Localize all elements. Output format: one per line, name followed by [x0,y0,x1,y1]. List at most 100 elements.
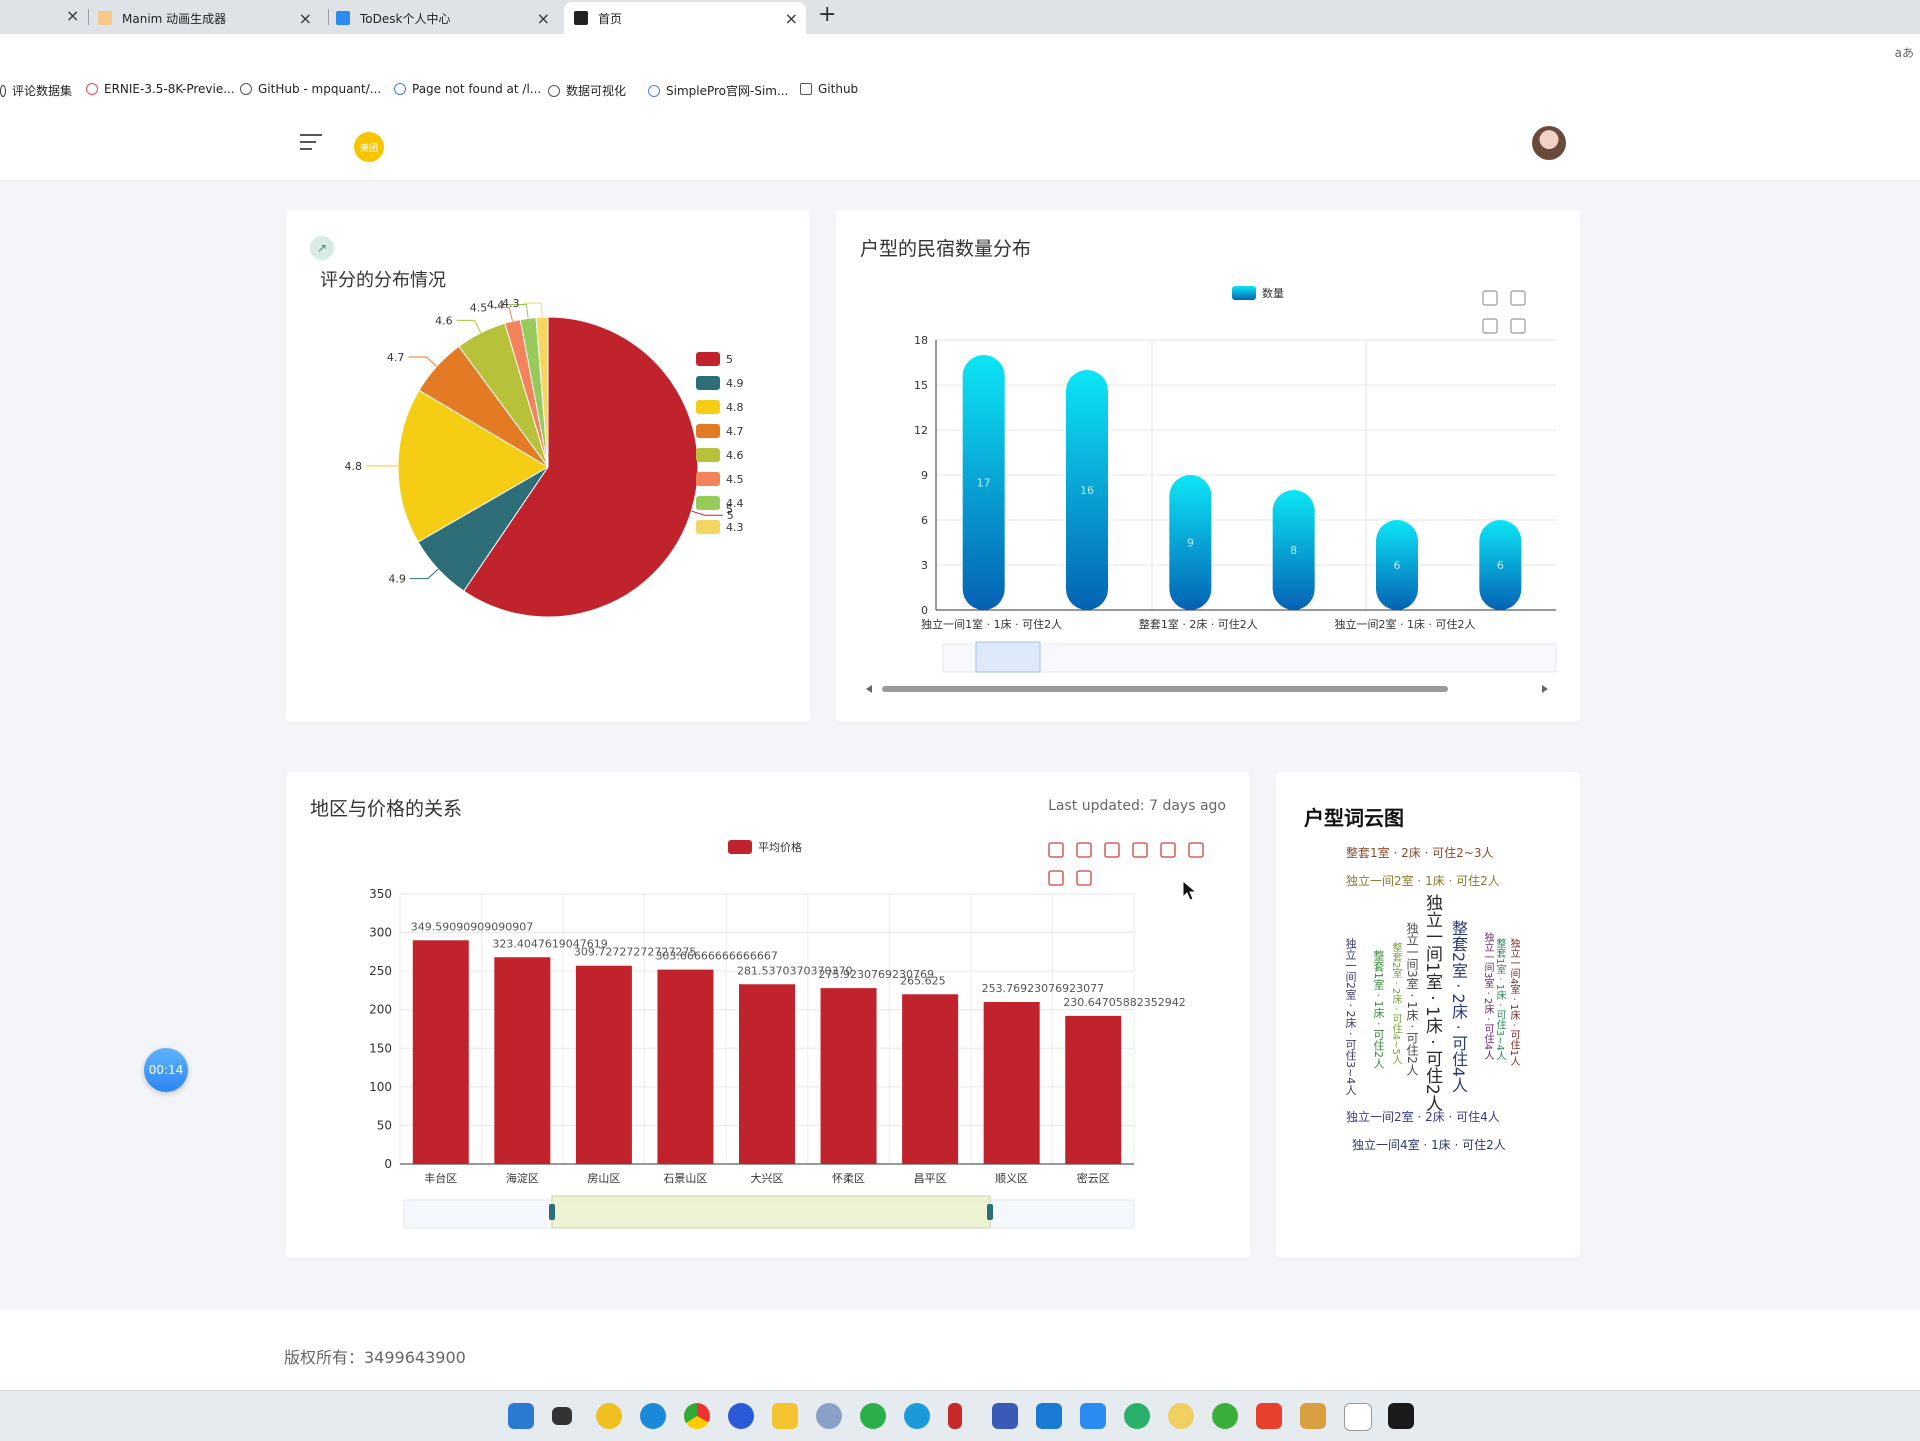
y-tick-label: 18 [914,334,928,347]
toolbox-icon [1483,319,1497,333]
room-type-wordcloud-card: 户型词云图 整套1室 · 2床 · 可住2~3人独立一间2室 · 1床 · 可住… [1276,772,1580,1258]
new-tab-button[interactable]: + [818,2,836,27]
pie-label-line [457,320,481,333]
x-tick-label: 密云区 [1077,1171,1110,1185]
task-view-icon[interactable] [552,1407,572,1425]
tab-todesk[interactable]: ToDesk个人中心 × [336,2,558,34]
bar [576,966,632,1164]
legend-label: 5 [726,503,733,516]
legend-swatch [696,376,720,390]
mouse-cursor-icon [1182,880,1198,902]
edge-icon[interactable] [640,1403,666,1429]
close-icon[interactable]: × [537,9,550,28]
toolbox-icon [1077,843,1091,857]
toolbox-icon [1511,319,1525,333]
bookmark-item[interactable]: GitHub - mpquant/... [240,82,381,96]
bar-value-label: 265.625 [900,974,946,987]
close-icon[interactable]: × [299,9,312,28]
recording-timer[interactable]: 00:14 [144,1048,188,1092]
globe-icon [240,83,252,95]
home-favicon-icon [574,11,588,25]
x-tick-label: 顺义区 [995,1172,1028,1185]
toolbox-icon [1511,291,1525,305]
pycharm-icon[interactable] [1388,1403,1414,1429]
bookmark-item[interactable]: Github [800,82,858,96]
legend-label: 4.7 [726,425,744,438]
y-tick-label: 350 [369,887,392,901]
x-tick-label: 石景山区 [663,1172,707,1185]
y-tick-label: 15 [914,379,928,392]
y-tick-label: 100 [369,1080,392,1094]
data-zoom-window [976,642,1040,672]
cloud-word: 独立一间1室 · 1床 · 可住2人 [1420,894,1445,1112]
tab-manim[interactable]: Manim 动画生成器 × [98,2,320,34]
bookmark-label: Page not found at /l... [412,82,541,96]
pie-label: 4.9 [388,573,406,586]
menu-toggle-icon[interactable] [300,134,322,155]
bookmark-item[interactable]: 数据可视化 [548,82,626,99]
x-tick-label: 独立一间2室 · 1床 · 可住2人 [1335,617,1476,631]
bookmark-item[interactable]: Page not found at /l... [394,82,541,96]
pie-label: 4.7 [387,351,405,364]
toolbox-icon [1189,843,1203,857]
bookmark-label: GitHub - mpquant/... [258,82,381,96]
app-icon[interactable] [1300,1403,1326,1429]
todesk-icon[interactable] [1080,1403,1106,1429]
app-logo: 美团 [354,132,384,162]
x-tick-label: 怀柔区 [832,1172,865,1185]
legend-label: 5 [726,353,733,366]
bar [657,970,713,1164]
chrome-icon[interactable] [684,1403,710,1429]
bar-value-label: 303.66666666666667 [655,950,777,963]
app-icon[interactable] [816,1403,842,1429]
toolbox-icon [1161,843,1175,857]
cloud-word: 整套2室 · 2床 · 可住4人 [1446,920,1470,1093]
bookmark-label: 评论数据集 [12,82,72,99]
legend-swatch [696,352,720,366]
app-icon[interactable] [1124,1403,1150,1429]
close-icon[interactable]: × [785,9,798,28]
bookmark-item[interactable]: 评论数据集 [0,82,72,99]
cloud-word: 整套1室 · 1床 · 可住3~4人 [1492,938,1507,1061]
data-zoom-handle [549,1204,555,1220]
app-icon[interactable] [1168,1403,1194,1429]
wps-icon[interactable] [1256,1403,1282,1429]
app-icon[interactable] [596,1403,622,1429]
expand-arrow-icon[interactable]: ↗ [310,236,334,260]
windows-start-icon[interactable] [508,1403,534,1429]
bookmark-item[interactable]: SimplePro官网-Sim... [648,82,788,99]
tab-separator [328,9,329,25]
bookmark-item[interactable]: ERNIE-3.5-8K-Previe... [86,82,235,96]
app-icon[interactable] [904,1403,930,1429]
toolbox-icon [1049,871,1063,885]
bar-value-label: 8 [1290,544,1297,557]
legend-label: 4.6 [726,449,744,462]
app-icon[interactable] [992,1403,1018,1429]
app-icon[interactable] [728,1403,754,1429]
typora-icon[interactable] [1344,1403,1372,1431]
pie-label: 4.3 [502,297,520,310]
tab-label: 首页 [598,10,622,27]
os-taskbar [0,1390,1920,1441]
y-tick-label: 250 [369,964,392,978]
tab-home[interactable]: 首页 × [564,2,806,34]
data-zoom-handle [987,1204,993,1220]
bookmark-label: SimplePro官网-Sim... [666,82,788,99]
app-icon[interactable] [1212,1403,1238,1429]
wechat-icon[interactable] [860,1403,886,1429]
cloud-word: 独立一间2室 · 2床 · 可住3~4人 [1342,938,1358,1095]
address-bar[interactable]: aあ [0,34,1920,73]
vscode-icon[interactable] [1036,1403,1062,1429]
copyright-text: 版权所有：3499643900 [284,1344,466,1368]
avatar[interactable] [1532,126,1566,160]
x-tick-label: 房山区 [587,1172,620,1185]
ernie-icon [86,83,98,95]
bar-value-label: 17 [977,477,991,490]
tab-close-icon[interactable]: × [66,6,79,25]
file-explorer-icon[interactable] [772,1403,798,1429]
reader-mode-icon[interactable]: aあ [1895,44,1914,61]
app-icon[interactable] [948,1403,962,1429]
